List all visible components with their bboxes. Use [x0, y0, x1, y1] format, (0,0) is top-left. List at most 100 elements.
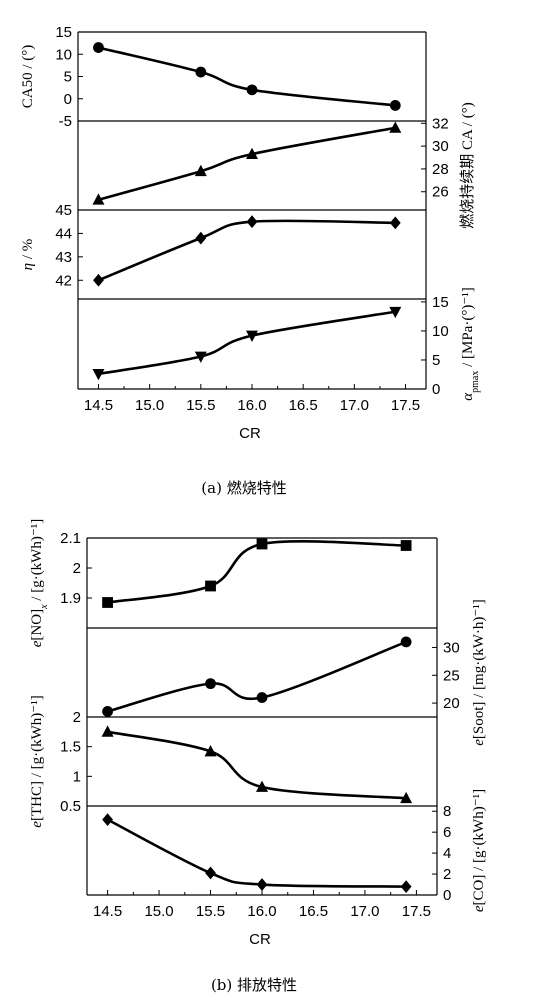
- data-point: [93, 273, 104, 287]
- y-axis-title: e[CO] / [g·(kWh)⁻¹]: [471, 789, 487, 912]
- data-point: [204, 745, 217, 757]
- data-point: [256, 780, 268, 792]
- y-tick-label: 2: [73, 560, 81, 577]
- y-tick-label: 0: [64, 91, 72, 108]
- y-tick-label: 30: [443, 639, 460, 656]
- x-tick-label: 15.5: [196, 903, 225, 920]
- series-line: [106, 818, 408, 888]
- y-tick-label: 2.1: [60, 530, 81, 547]
- axes-frames: [77, 31, 438, 896]
- x-axis-title: CR: [249, 931, 271, 948]
- data-point: [205, 866, 216, 880]
- data-point: [246, 84, 258, 96]
- y-tick-label: 30: [432, 138, 449, 155]
- y-axis-title: e[THC] / [g·(kWh)⁻¹]: [29, 695, 45, 827]
- y-tick-label: 20: [443, 695, 460, 712]
- data-point: [92, 193, 105, 205]
- y-tick-label: 0: [443, 887, 451, 904]
- y-tick-label: 4: [443, 845, 451, 862]
- y-axis-title: 燃烧持续期 CA / (°): [458, 102, 476, 228]
- x-tick-label: 16.5: [289, 397, 318, 414]
- y-tick-label: 43: [55, 249, 72, 266]
- y-tick-label: 2: [73, 709, 81, 726]
- data-point: [389, 121, 402, 133]
- y-axis-title: e[NO]x / [g·(kWh)⁻¹]: [29, 519, 50, 648]
- y-tick-label: 45: [55, 202, 72, 219]
- y-tick-label: 1.5: [60, 739, 81, 756]
- data-point: [256, 878, 268, 891]
- series-lines: [97, 46, 408, 888]
- y-tick-label: 5: [432, 352, 440, 369]
- data-point: [389, 100, 401, 111]
- y-tick-label: 5: [64, 69, 72, 86]
- data-point: [205, 580, 216, 592]
- series-line: [97, 219, 397, 282]
- x-tick-label: 15.0: [144, 903, 173, 920]
- y-axis-title: CA50 / (°): [20, 45, 36, 109]
- x-tick-label: 15.0: [135, 397, 164, 414]
- x-tick-label: 14.5: [93, 903, 122, 920]
- series-line: [106, 730, 408, 800]
- series-line: [106, 640, 408, 713]
- data-point: [400, 540, 412, 551]
- data-point: [194, 164, 207, 177]
- data-point: [195, 66, 207, 78]
- y-tick-label: 15: [55, 24, 72, 41]
- figure-caption: (b) 排放特性: [211, 976, 297, 994]
- y-tick-label: 28: [432, 161, 449, 178]
- y-tick-label: 0: [432, 381, 440, 398]
- x-tick-label: 16.5: [299, 903, 328, 920]
- y-tick-label: 32: [432, 115, 449, 132]
- y-tick-label: 15: [432, 294, 449, 311]
- y-tick-label: 44: [55, 225, 72, 242]
- data-point: [400, 791, 413, 804]
- x-tick-label: 16.0: [237, 397, 266, 414]
- data-point: [389, 306, 402, 319]
- data-point: [256, 692, 268, 703]
- axis-ticks: [78, 31, 437, 896]
- series-line: [106, 540, 408, 604]
- y-tick-label: 25: [443, 667, 460, 684]
- y-tick-label: 26: [432, 184, 449, 201]
- data-point: [389, 216, 401, 230]
- x-tick-label: 17.5: [391, 397, 420, 414]
- x-tick-label: 17.5: [402, 903, 431, 920]
- series-line: [97, 46, 397, 107]
- x-tick-label: 14.5: [84, 397, 113, 414]
- figure-caption: (a) 燃烧特性: [201, 479, 286, 497]
- data-point: [400, 880, 412, 894]
- y-tick-label: 42: [55, 272, 72, 289]
- data-point: [93, 42, 104, 53]
- y-tick-label: -5: [59, 113, 72, 130]
- x-tick-label: 17.0: [340, 397, 369, 414]
- y-axis-title: e[Soot] / [mg·(kW·h)⁻¹]: [471, 599, 487, 746]
- data-point: [102, 706, 113, 717]
- data-point: [400, 636, 412, 648]
- data-point: [205, 678, 216, 690]
- series-line: [97, 310, 397, 376]
- labels: 14.5 15.0 15.5 16.0 16.5 17.0 17.5 CR (a) 燃烧特性 -5…: [20, 24, 487, 994]
- x-tick-label: 16.0: [247, 903, 276, 920]
- y-tick-label: 2: [443, 866, 451, 883]
- data-point: [102, 813, 113, 827]
- y-tick-label: 0.5: [60, 798, 81, 815]
- data-point: [101, 725, 114, 737]
- x-tick-label: 15.5: [186, 397, 215, 414]
- y-tick-label: 1: [73, 768, 81, 785]
- series-line: [97, 126, 397, 202]
- data-point: [246, 330, 258, 342]
- data-point: [246, 147, 258, 159]
- data-point: [195, 231, 207, 245]
- data-point: [92, 369, 105, 381]
- y-tick-label: 6: [443, 824, 451, 841]
- y-axis-title: η / %: [20, 239, 36, 271]
- data-points: [92, 42, 413, 894]
- data-point: [246, 215, 258, 229]
- y-tick-label: 10: [55, 46, 72, 63]
- y-axis-title: αpmax / [MPa·(°)⁻¹]: [460, 287, 481, 401]
- data-point: [194, 351, 207, 363]
- y-tick-label: 10: [432, 323, 449, 340]
- y-tick-label: 1.9: [60, 590, 81, 607]
- data-point: [256, 538, 268, 550]
